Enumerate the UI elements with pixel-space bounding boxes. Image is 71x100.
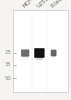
Text: R.testis: R.testis — [50, 0, 69, 9]
Bar — [13, 10, 68, 92]
FancyBboxPatch shape — [34, 48, 45, 58]
Text: 25: 25 — [4, 50, 11, 56]
Text: 35: 35 — [4, 62, 11, 68]
Text: MCF-7: MCF-7 — [22, 0, 38, 9]
Text: U251: U251 — [36, 0, 50, 9]
FancyBboxPatch shape — [36, 57, 43, 60]
FancyBboxPatch shape — [21, 50, 29, 57]
FancyBboxPatch shape — [51, 50, 57, 56]
Text: 50: 50 — [4, 76, 11, 80]
FancyBboxPatch shape — [22, 55, 28, 58]
FancyBboxPatch shape — [52, 55, 56, 57]
